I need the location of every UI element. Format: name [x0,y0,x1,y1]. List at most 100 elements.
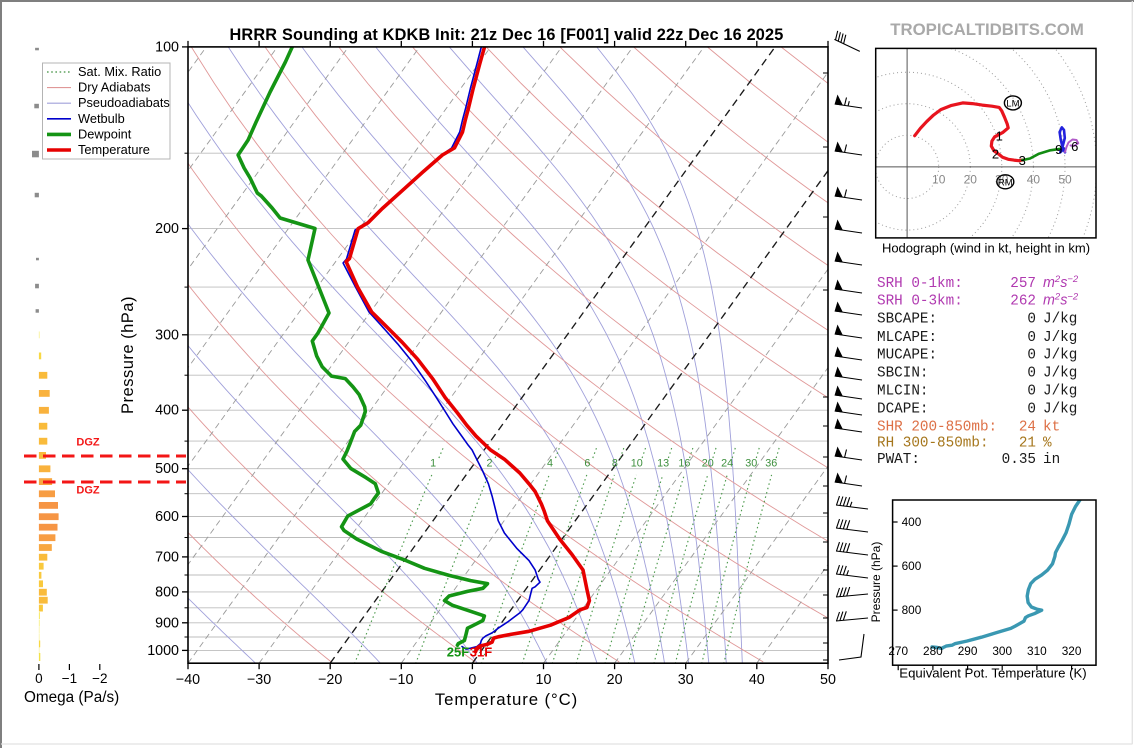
svg-text:0: 0 [1027,330,1036,346]
svg-text:40: 40 [1027,173,1041,187]
svg-text:0: 0 [35,671,43,686]
svg-text:36: 36 [765,458,777,470]
svg-text:Equivalent Pot. Temperature (K: Equivalent Pot. Temperature (K) [899,666,1086,681]
svg-text:−2: −2 [92,671,107,686]
svg-text:SBCAPE:: SBCAPE: [877,312,937,328]
svg-text:320: 320 [1062,644,1082,658]
svg-text:6: 6 [1071,139,1078,154]
svg-text:DGZ: DGZ [76,485,100,497]
svg-text:25F: 25F [447,645,469,660]
svg-text:262: 262 [1010,294,1036,310]
svg-text:40: 40 [749,672,765,688]
svg-text:RM: RM [998,177,1013,188]
svg-text:SBCIN:: SBCIN: [877,366,928,382]
svg-text:MLCAPE:: MLCAPE: [877,330,937,346]
svg-text:Wetbulb: Wetbulb [78,111,125,126]
svg-text:Temperature (°C): Temperature (°C) [435,690,578,709]
svg-text:8: 8 [612,458,618,470]
svg-text:DCAPE:: DCAPE: [877,402,928,418]
svg-text:2: 2 [992,146,999,161]
svg-text:MLCIN:: MLCIN: [877,384,928,400]
svg-text:16: 16 [678,458,690,470]
svg-text:−30: −30 [247,672,271,688]
svg-text:J/kg: J/kg [1043,312,1077,328]
svg-text:Dry Adiabats: Dry Adiabats [78,80,151,95]
svg-text:Pseudoadiabats: Pseudoadiabats [78,95,170,110]
svg-text:Pressure (hPa): Pressure (hPa) [119,296,137,414]
svg-text:700: 700 [155,549,179,565]
svg-text:0: 0 [1027,384,1036,400]
svg-text:SRH 0-3km:: SRH 0-3km: [877,294,963,310]
svg-text:800: 800 [155,584,179,600]
svg-text:310: 310 [1027,644,1047,658]
svg-text:2: 2 [486,458,492,470]
svg-text:0: 0 [1027,402,1036,418]
svg-text:J/kg: J/kg [1043,384,1077,400]
svg-text:30: 30 [745,458,757,470]
svg-text:257: 257 [1010,276,1036,292]
svg-text:400: 400 [902,515,922,529]
svg-text:%: % [1043,436,1052,452]
svg-text:Dewpoint: Dewpoint [78,126,132,141]
svg-text:270: 270 [888,644,908,658]
svg-text:−40: −40 [176,672,200,688]
svg-text:PWAT:: PWAT: [877,452,920,468]
svg-text:30: 30 [678,672,694,688]
svg-text:10: 10 [631,458,643,470]
svg-text:−1: −1 [62,671,77,686]
svg-text:200: 200 [155,221,179,237]
svg-text:9: 9 [1055,142,1062,157]
svg-text:31F: 31F [470,645,492,660]
svg-text:Sat. Mix. Ratio: Sat. Mix. Ratio [78,64,161,79]
svg-text:900: 900 [155,615,179,631]
svg-text:0.35: 0.35 [1002,452,1036,468]
svg-text:20: 20 [702,458,714,470]
svg-text:0: 0 [1027,366,1036,382]
svg-text:300: 300 [992,644,1012,658]
svg-text:24: 24 [1019,420,1036,436]
svg-text:800: 800 [902,603,922,617]
svg-text:20: 20 [964,173,978,187]
svg-text:Pressure (hPa): Pressure (hPa) [869,542,883,623]
svg-text:50: 50 [1058,173,1072,187]
svg-text:J/kg: J/kg [1043,366,1077,382]
svg-text:RH 300-850mb:: RH 300-850mb: [877,436,989,452]
svg-text:J/kg: J/kg [1043,348,1077,364]
svg-text:13: 13 [657,458,669,470]
svg-text:DGZ: DGZ [76,437,100,449]
svg-text:Temperature: Temperature [78,142,150,157]
svg-text:kt: kt [1043,420,1060,436]
svg-text:J/kg: J/kg [1043,330,1077,346]
svg-text:50: 50 [820,672,836,688]
svg-text:1: 1 [996,129,1003,144]
svg-text:21: 21 [1019,436,1036,452]
svg-text:1000: 1000 [147,643,179,659]
svg-text:20: 20 [607,672,623,688]
svg-text:LM: LM [1006,98,1019,109]
svg-text:SHR 200-850mb:: SHR 200-850mb: [877,420,997,436]
svg-text:0: 0 [1027,312,1036,328]
svg-text:−20: −20 [318,672,342,688]
svg-text:500: 500 [155,461,179,477]
svg-text:400: 400 [155,403,179,419]
svg-text:in: in [1043,452,1060,468]
svg-text:10: 10 [536,672,552,688]
svg-text:280: 280 [923,644,943,658]
svg-text:TROPICALTIDBITS.COM: TROPICALTIDBITS.COM [890,20,1084,39]
svg-text:Omega (Pa/s): Omega (Pa/s) [24,689,119,706]
svg-text:J/kg: J/kg [1043,402,1077,418]
svg-text:24: 24 [721,458,733,470]
svg-text:0: 0 [1027,348,1036,364]
svg-text:290: 290 [958,644,978,658]
svg-text:3: 3 [1019,153,1026,168]
svg-text:100: 100 [155,39,179,55]
svg-text:Hodograph (wind in kt, height: Hodograph (wind in kt, height in km) [882,241,1090,256]
svg-text:600: 600 [155,509,179,525]
svg-text:SRH 0-1km:: SRH 0-1km: [877,276,963,292]
svg-text:300: 300 [155,327,179,343]
svg-text:MUCAPE:: MUCAPE: [877,348,937,364]
svg-text:600: 600 [902,559,922,573]
svg-text:1: 1 [430,458,436,470]
svg-text:0: 0 [468,672,476,688]
svg-text:−10: −10 [389,672,413,688]
